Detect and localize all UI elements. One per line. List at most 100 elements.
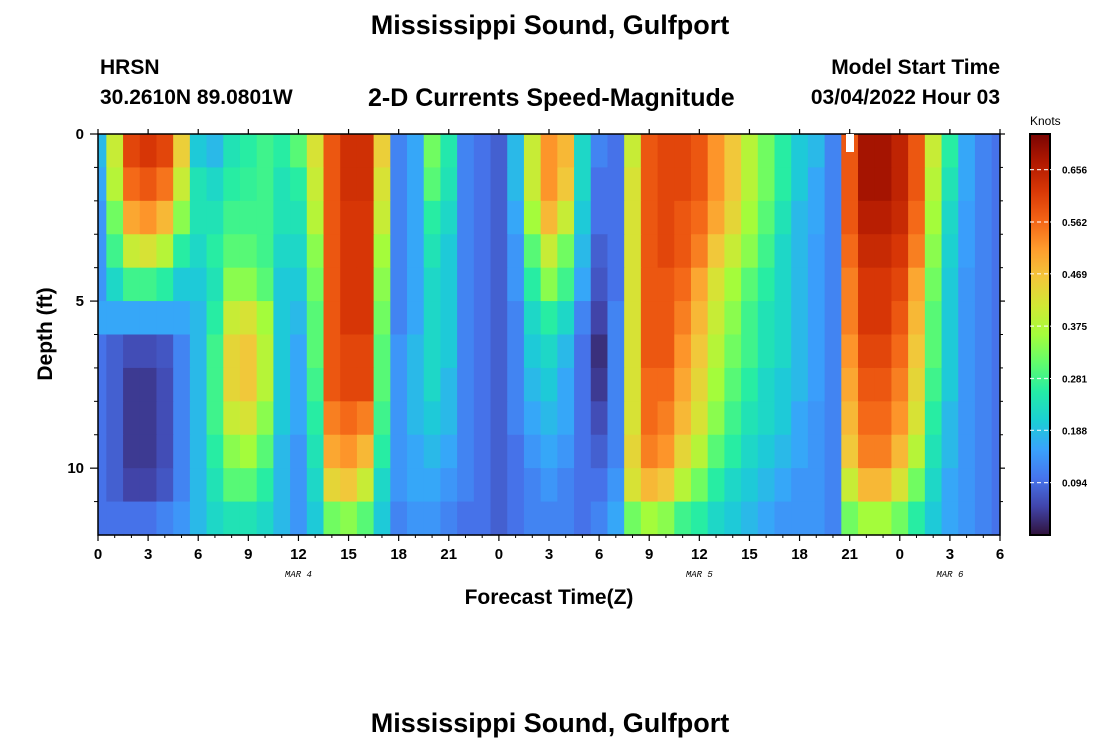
- heatmap-cell: [290, 267, 308, 302]
- heatmap-cell: [607, 167, 625, 202]
- heatmap-cell: [239, 167, 258, 202]
- heatmap-cell: [741, 401, 759, 436]
- heatmap-cell: [273, 401, 291, 436]
- heatmap-cell: [390, 501, 408, 536]
- colorbar: Knots 0.094 0.188 0.281 0.375 0.469 0.562 0.65…: [1029, 114, 1087, 536]
- heatmap-cell: [490, 167, 508, 202]
- heatmap-cell: [457, 200, 475, 235]
- x-axis: 0 3 6 9 12 15 18 21 0 3 6 9 12 15 18 21 0 3 6 MAR 4 MAR 5 MAR…: [94, 129, 1004, 580]
- heatmap-cell: [340, 468, 358, 503]
- heatmap-cell: [473, 367, 492, 402]
- heatmap-cell: [256, 501, 274, 536]
- heatmap-cell: [791, 200, 809, 235]
- heatmap-cell: [590, 301, 609, 336]
- heatmap-cell: [640, 200, 659, 235]
- heatmap-cell: [490, 234, 508, 269]
- heatmap-cell: [707, 501, 725, 536]
- heatmap-cell: [256, 434, 274, 469]
- heatmap-cell: [206, 468, 224, 503]
- heatmap-cell: [974, 501, 993, 536]
- x-tick-label: 21: [841, 546, 858, 563]
- heatmap-cell: [206, 334, 224, 369]
- heatmap-cell: [674, 501, 692, 536]
- heatmap-cell: [407, 468, 425, 503]
- heatmap-cell: [407, 434, 425, 469]
- heatmap-cell: [741, 134, 759, 169]
- heatmap-cell: [290, 234, 308, 269]
- heatmap-cell: [674, 434, 692, 469]
- heatmap-cell: [690, 134, 709, 169]
- heatmap-cell: [256, 401, 274, 436]
- heatmap-cell: [607, 434, 625, 469]
- heatmap-cell: [540, 234, 558, 269]
- heatmap-cell: [473, 434, 492, 469]
- heatmap-cell: [223, 401, 241, 436]
- heatmap-cell: [991, 334, 1001, 369]
- x-tick-label: 3: [144, 546, 152, 563]
- heatmap-cell: [824, 468, 842, 503]
- heatmap-cell: [724, 334, 742, 369]
- heatmap-cell: [707, 434, 725, 469]
- heatmap-cell: [891, 200, 909, 235]
- heatmap-cell: [958, 334, 976, 369]
- heatmap-cell: [173, 267, 191, 302]
- heatmap-cell: [407, 134, 425, 169]
- heatmap-cell: [958, 200, 976, 235]
- heatmap-cell: [273, 200, 291, 235]
- heatmap-cell: [490, 267, 508, 302]
- heatmap-cell: [540, 301, 558, 336]
- heatmap-cell: [507, 401, 525, 436]
- heatmap-cell: [690, 434, 709, 469]
- y-tick-label: 5: [76, 293, 84, 310]
- heatmap-cell: [356, 334, 375, 369]
- heatmap-cell: [674, 200, 692, 235]
- heatmap-cell: [373, 434, 391, 469]
- heatmap-cell: [791, 167, 809, 202]
- heatmap-cell: [974, 134, 993, 169]
- heatmap-cell: [624, 267, 642, 302]
- heatmap-cell: [891, 468, 909, 503]
- heatmap-cell: [473, 401, 492, 436]
- heatmap-cell: [423, 134, 442, 169]
- heatmap-cell: [373, 468, 391, 503]
- heatmap-cell: [457, 134, 475, 169]
- heatmap-cell: [323, 167, 341, 202]
- heatmap-cell: [340, 200, 358, 235]
- heatmap-cell: [123, 301, 141, 336]
- heatmap-cell: [490, 367, 508, 402]
- heatmap-cell: [657, 200, 675, 235]
- heatmap-cell: [824, 167, 842, 202]
- x-axis-title: Forecast Time(Z): [465, 586, 634, 609]
- heatmap-cell: [958, 367, 976, 402]
- heatmap-cell: [390, 167, 408, 202]
- heatmap-cell: [674, 267, 692, 302]
- heatmap-cells: [98, 134, 1001, 536]
- heatmap-cell: [841, 434, 859, 469]
- station-id: HRSN: [100, 56, 160, 79]
- heatmap-cell: [423, 468, 442, 503]
- heatmap-cell: [640, 334, 659, 369]
- heatmap-cell: [757, 234, 776, 269]
- heatmap-cell: [373, 301, 391, 336]
- heatmap-cell: [256, 301, 274, 336]
- colorbar-tick-label: 0.188: [1062, 426, 1087, 437]
- heatmap-cell: [306, 367, 325, 402]
- heatmap-cell: [106, 367, 124, 402]
- y-tick-label: 10: [67, 460, 84, 477]
- heatmap-cell: [106, 301, 124, 336]
- heatmap-cell: [941, 267, 959, 302]
- heatmap-cell: [924, 367, 943, 402]
- heatmap-cell: [807, 501, 826, 536]
- heatmap-cell: [473, 267, 492, 302]
- heatmap-cell: [657, 334, 675, 369]
- heatmap-cell: [106, 434, 124, 469]
- heatmap-cell: [123, 501, 141, 536]
- heatmap-cell: [457, 367, 475, 402]
- date-label: MAR 4: [285, 570, 312, 580]
- heatmap-cell: [690, 334, 709, 369]
- heatmap-cell: [423, 367, 442, 402]
- heatmap-cell: [640, 301, 659, 336]
- heatmap-cell: [173, 200, 191, 235]
- heatmap-cell: [390, 234, 408, 269]
- heatmap-cell: [139, 367, 158, 402]
